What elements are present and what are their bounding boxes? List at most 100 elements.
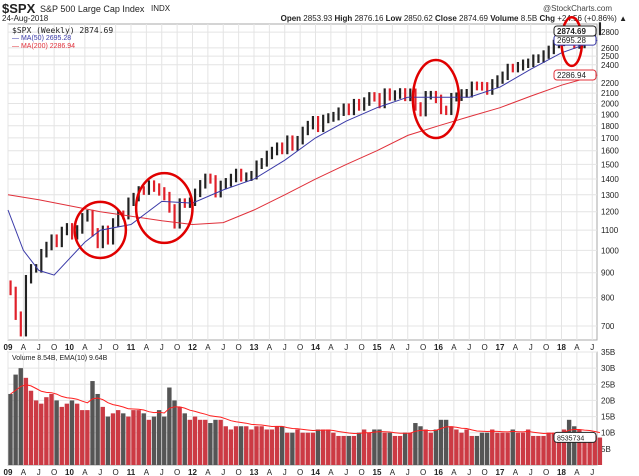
volume-bar <box>69 400 75 465</box>
volume-bar <box>392 435 398 465</box>
volume-bar <box>505 432 510 465</box>
x-tick-label: 14 <box>311 343 320 352</box>
x-tick-label: O <box>543 468 549 476</box>
volume-bar <box>459 432 464 465</box>
x-tick-label: J <box>283 468 287 476</box>
annotation-circle <box>411 58 461 140</box>
x-tick-label: 15 <box>373 343 382 352</box>
volume-bar <box>336 435 341 465</box>
x-tick-label: A <box>82 468 88 476</box>
volume-bar <box>361 429 367 465</box>
volume-tick-label: 5B <box>601 445 611 454</box>
x-tick-label: 09 <box>4 343 13 352</box>
volume-bar <box>187 419 193 465</box>
legend-volume: Volume 8.54B, EMA(10) 9.64B <box>12 355 108 362</box>
y-tick-label: 2000 <box>601 99 619 108</box>
x-tick-label: J <box>590 468 594 476</box>
volume-bar <box>402 432 408 465</box>
volume-bar <box>100 406 105 465</box>
open-value: 2853.93 <box>303 14 333 23</box>
x-tick-label: O <box>482 468 488 476</box>
legend-price: $SPX (Weekly) 2874.69 <box>12 26 114 35</box>
volume-bar <box>315 429 321 465</box>
volume-bar <box>556 432 562 465</box>
volume-bar <box>90 381 95 465</box>
x-tick-label: J <box>529 468 533 476</box>
volume-bar <box>223 426 228 465</box>
y-tick-label: 800 <box>601 294 615 303</box>
volume-bar <box>64 403 70 465</box>
volume-bar <box>490 429 495 465</box>
volume-bar <box>443 419 449 465</box>
volume-bar <box>464 429 469 465</box>
volume-bar <box>413 423 418 465</box>
y-tick-label: 1300 <box>601 191 619 200</box>
volume-bar <box>469 435 474 465</box>
volume-bar <box>269 429 275 465</box>
volume-bar <box>428 432 433 465</box>
x-tick-label: J <box>160 343 164 352</box>
ma200-last-label: 2286.94 <box>557 71 586 80</box>
volume-bar <box>536 435 541 465</box>
y-tick-label: 1800 <box>601 122 619 131</box>
chg-value: +24.56 (+0.86%) <box>557 14 617 23</box>
x-tick-label: 16 <box>434 343 443 352</box>
volume-bar <box>582 432 587 465</box>
volume-bar <box>546 432 551 465</box>
volume-bar <box>33 400 39 465</box>
volume-bar <box>13 374 18 465</box>
exchange: INDX <box>151 4 171 13</box>
x-tick-label: A <box>451 343 457 352</box>
volume-bar <box>331 432 336 465</box>
x-tick-label: O <box>359 468 365 476</box>
x-tick-label: A <box>390 343 396 352</box>
x-tick-label: J <box>98 468 102 476</box>
x-tick-label: 18 <box>557 343 566 352</box>
y-tick-label: 1500 <box>601 160 619 169</box>
volume-bar <box>182 413 187 465</box>
volume-bar <box>408 432 413 465</box>
volume-bar <box>172 400 177 465</box>
x-tick-label: A <box>513 468 519 476</box>
x-tick-label: 14 <box>311 468 320 476</box>
x-tick-label: J <box>344 343 348 352</box>
y-tick-label: 2500 <box>601 52 619 61</box>
ma50-line <box>7 39 598 276</box>
volume-bar <box>305 432 310 465</box>
chart-date: 24-Aug-2018 <box>2 14 49 23</box>
x-tick-label: J <box>344 468 348 476</box>
low-label: Low <box>385 14 402 23</box>
volume-bar <box>367 432 372 465</box>
x-tick-label: A <box>82 343 88 352</box>
high-value: 2876.16 <box>354 14 384 23</box>
x-tick-label: 10 <box>65 468 74 476</box>
open-label: Open <box>280 14 302 23</box>
ma50-last-label: 2695.28 <box>557 36 586 45</box>
volume-bar <box>249 429 254 465</box>
volume-tick-label: 20B <box>601 396 615 405</box>
volume-bar <box>44 397 49 465</box>
volume-bar <box>115 410 121 465</box>
ma200-line <box>7 74 598 226</box>
x-tick-label: A <box>267 343 273 352</box>
x-tick-label: O <box>482 343 488 352</box>
close-label: Close <box>435 14 457 23</box>
index-name: S&P 500 Large Cap Index <box>40 4 145 14</box>
volume-bar <box>141 413 146 465</box>
volume-bar <box>131 410 136 465</box>
y-tick-label: 700 <box>601 322 615 331</box>
x-tick-label: 17 <box>496 343 505 352</box>
volume-bar <box>592 435 597 465</box>
x-tick-label: 12 <box>188 468 197 476</box>
volume-bar <box>18 368 23 465</box>
high-label: High <box>334 14 353 23</box>
volume-bar <box>197 419 203 465</box>
volume-bar <box>397 435 403 465</box>
x-tick-label: J <box>37 468 41 476</box>
volume-bar <box>259 426 264 465</box>
volume-bar <box>49 393 54 465</box>
x-tick-label: O <box>236 468 242 476</box>
volume-bar <box>28 390 34 465</box>
x-tick-label: J <box>406 468 410 476</box>
volume-bar <box>597 437 603 465</box>
